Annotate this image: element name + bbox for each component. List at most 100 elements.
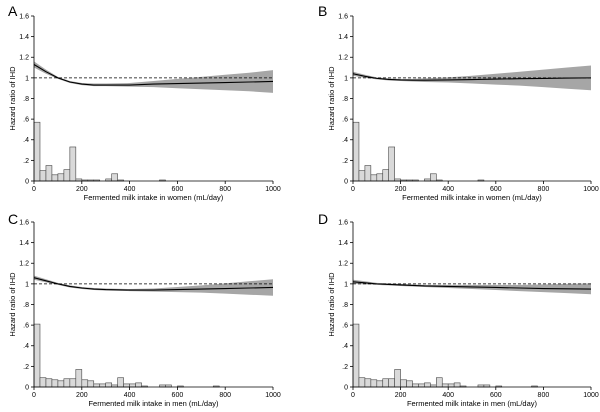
confidence-band [353, 65, 591, 91]
y-tick-label: .8 [23, 302, 29, 309]
y-tick-label: 1.4 [19, 34, 29, 41]
panel-a: A 0 .2 .4 .6 .8 1 1.2 1.4 1.6 0 200 400 600 800 1000 Fer… [8, 3, 281, 202]
histogram-bar [358, 170, 366, 182]
y-tick-label: 1.4 [19, 240, 29, 247]
panel-c: C 0 .2 .4 .6 .8 1 1.2 1.4 1.6 0 200 400 600 800 1000 Fer… [8, 211, 281, 408]
y-tick-label: 1.6 [19, 13, 29, 20]
histogram-bar [358, 377, 366, 388]
y-tick-label: 1.4 [338, 34, 348, 41]
histogram-bar [370, 174, 378, 182]
x-tick-label: 1000 [583, 392, 599, 399]
y-tick-label: 0 [25, 178, 29, 185]
x-tick-label: 1000 [265, 392, 281, 399]
x-tick-label: 800 [219, 186, 231, 193]
y-tick-label: .4 [342, 343, 348, 350]
y-tick-label: 1.4 [338, 240, 348, 247]
y-tick-label: .2 [342, 364, 348, 371]
histogram-bar [370, 379, 378, 388]
y-tick-label: 1.2 [19, 261, 29, 268]
x-tick-label: 800 [538, 186, 550, 193]
x-tick-label: 400 [442, 392, 454, 399]
histogram-bar [388, 378, 395, 388]
y-tick-label: 0 [344, 178, 348, 185]
x-tick-label: 600 [172, 186, 184, 193]
panel-letter: A [8, 3, 18, 19]
histogram-bar [45, 378, 53, 388]
panel-letter: B [318, 3, 327, 19]
histogram-bar [400, 379, 407, 388]
y-tick-label: 1 [344, 75, 348, 82]
histogram-bar [135, 382, 142, 388]
y-tick-label: .6 [23, 323, 29, 330]
histogram-bar [117, 377, 124, 388]
histogram-bar [123, 383, 130, 388]
histogram-bar [412, 383, 419, 388]
y-axis-title: Hazard ratio of IHD [8, 66, 17, 131]
y-tick-label: .4 [23, 343, 29, 350]
histogram-bar [33, 121, 41, 182]
y-tick-label: .6 [342, 117, 348, 124]
histogram-bar [352, 121, 360, 182]
histogram-bar [81, 379, 89, 388]
y-tick-label: .6 [23, 117, 29, 124]
histogram-bar [69, 146, 77, 182]
histogram-bar [430, 173, 437, 182]
histogram-bar [63, 378, 71, 388]
x-tick-label: 400 [124, 392, 136, 399]
histogram-bar [129, 383, 136, 388]
histogram-bar [33, 323, 41, 388]
x-tick-label: 1000 [265, 186, 281, 193]
y-axis-title: Hazard ratio of IHD [327, 272, 336, 337]
histogram-bar [87, 380, 95, 388]
histogram-bar [435, 377, 443, 388]
x-tick-label: 0 [351, 186, 355, 193]
confidence-band [34, 61, 273, 93]
histogram-bar [69, 378, 77, 388]
y-tick-label: 0 [25, 384, 29, 391]
histogram-bar [453, 382, 461, 388]
x-tick-label: 0 [32, 392, 36, 399]
x-tick-label: 200 [76, 392, 88, 399]
y-tick-label: 1.6 [338, 219, 348, 226]
y-tick-label: .8 [342, 96, 348, 103]
y-tick-label: .4 [342, 137, 348, 144]
histogram-bar [75, 369, 83, 388]
histogram-bar [99, 383, 107, 388]
histogram-bar [57, 380, 65, 388]
y-tick-label: 1 [344, 281, 348, 288]
panel-d: D 0 .2 .4 .6 .8 1 1.2 1.4 1.6 0 200 400 600 800 1000 Fer… [318, 211, 599, 408]
histogram-bar [111, 173, 118, 182]
x-tick-label: 800 [219, 392, 231, 399]
y-tick-label: 1.2 [338, 55, 348, 62]
x-axis-title: Fermented milk intake in men (mL/day) [407, 399, 538, 408]
histogram-bar [51, 379, 59, 388]
y-tick-label: 1.2 [338, 261, 348, 268]
histogram-bar [382, 378, 389, 388]
x-tick-label: 0 [351, 392, 355, 399]
confidence-band [34, 275, 273, 296]
histogram-bar [388, 146, 395, 182]
hazard-ratio-line [352, 73, 592, 81]
y-tick-label: .2 [23, 364, 29, 371]
x-tick-label: 600 [490, 392, 502, 399]
y-tick-label: .6 [342, 323, 348, 330]
hazard-ratio-line [352, 281, 592, 290]
hazard-ratio-line [33, 63, 274, 86]
panel-b: B 0 .2 .4 .6 .8 1 1.2 1.4 1.6 0 200 400 600 800 1000 Fer… [318, 3, 599, 202]
y-tick-label: 1.6 [338, 13, 348, 20]
y-axis-title: Hazard ratio of IHD [327, 66, 336, 131]
hazard-ratio-line [33, 277, 274, 291]
histogram-bar [447, 383, 455, 388]
histogram-bar [382, 169, 389, 182]
histogram-bar [93, 383, 101, 388]
y-tick-label: 1 [25, 75, 29, 82]
x-tick-label: 1000 [583, 186, 599, 193]
y-tick-label: .8 [23, 96, 29, 103]
y-tick-label: .4 [23, 137, 29, 144]
y-tick-label: .8 [342, 302, 348, 309]
x-tick-label: 600 [172, 392, 184, 399]
histogram-bar [376, 380, 384, 388]
y-tick-label: 0 [344, 384, 348, 391]
y-tick-label: 1.6 [19, 219, 29, 226]
